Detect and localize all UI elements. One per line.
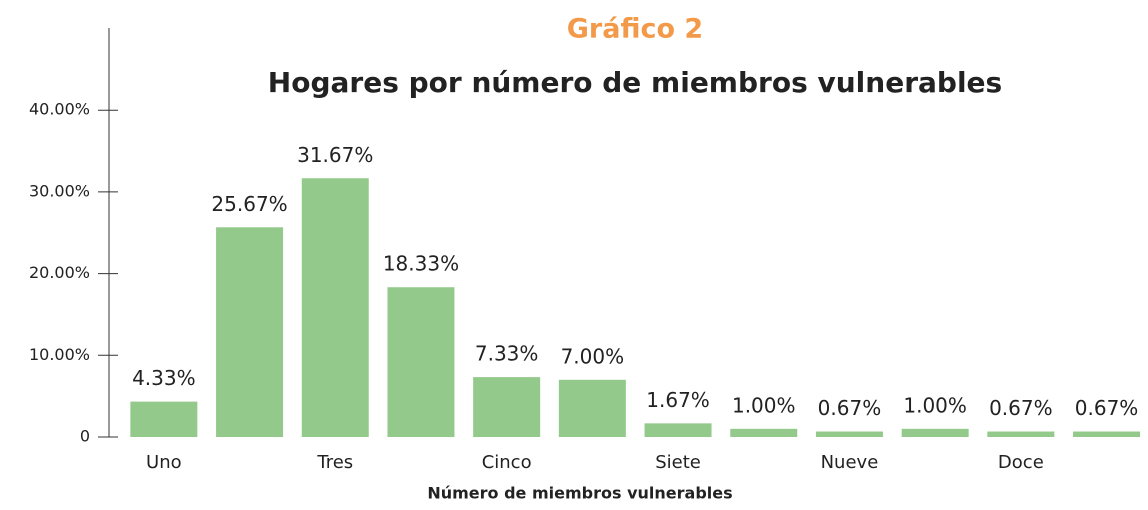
y-tick-label: 20.00% bbox=[29, 263, 90, 282]
bar bbox=[387, 287, 455, 437]
y-tick-label: 10.00% bbox=[29, 345, 90, 364]
x-tick-label: Cinco bbox=[482, 452, 532, 473]
y-tick-label: 0 bbox=[80, 427, 90, 446]
value-label: 4.33% bbox=[132, 366, 196, 390]
value-label: 7.33% bbox=[475, 342, 539, 366]
bar bbox=[130, 401, 198, 437]
bar bbox=[301, 178, 369, 437]
value-label: 7.00% bbox=[561, 344, 625, 368]
value-label: 0.67% bbox=[989, 396, 1053, 420]
value-label: 25.67% bbox=[211, 192, 287, 216]
bar bbox=[901, 428, 969, 437]
bar bbox=[1073, 431, 1141, 437]
bar bbox=[644, 423, 712, 437]
bar bbox=[987, 431, 1055, 437]
y-tick-label: 40.00% bbox=[29, 100, 90, 119]
value-label: 31.67% bbox=[297, 143, 373, 167]
value-label: 1.00% bbox=[903, 393, 967, 417]
value-label: 1.67% bbox=[646, 388, 710, 412]
x-tick-label: Siete bbox=[655, 452, 701, 473]
chart-title: Gráfico 2 bbox=[567, 14, 703, 45]
bar bbox=[558, 379, 626, 437]
value-label: 1.00% bbox=[732, 393, 796, 417]
chart-subtitle: Hogares por número de miembros vulnerabl… bbox=[268, 66, 1002, 99]
bar bbox=[815, 431, 883, 437]
value-label: 0.67% bbox=[818, 396, 882, 420]
x-tick-label: Uno bbox=[146, 452, 182, 473]
x-axis-label: Número de miembros vulnerables bbox=[427, 484, 732, 503]
x-tick-label: Nueve bbox=[821, 452, 879, 473]
y-tick-label: 30.00% bbox=[29, 181, 90, 200]
bar bbox=[730, 428, 798, 437]
bar bbox=[216, 227, 284, 437]
x-tick-label: Tres bbox=[316, 452, 353, 473]
value-label: 0.67% bbox=[1075, 396, 1139, 420]
x-tick-label: Doce bbox=[998, 452, 1044, 473]
bar bbox=[473, 377, 541, 437]
value-label: 18.33% bbox=[383, 252, 459, 276]
